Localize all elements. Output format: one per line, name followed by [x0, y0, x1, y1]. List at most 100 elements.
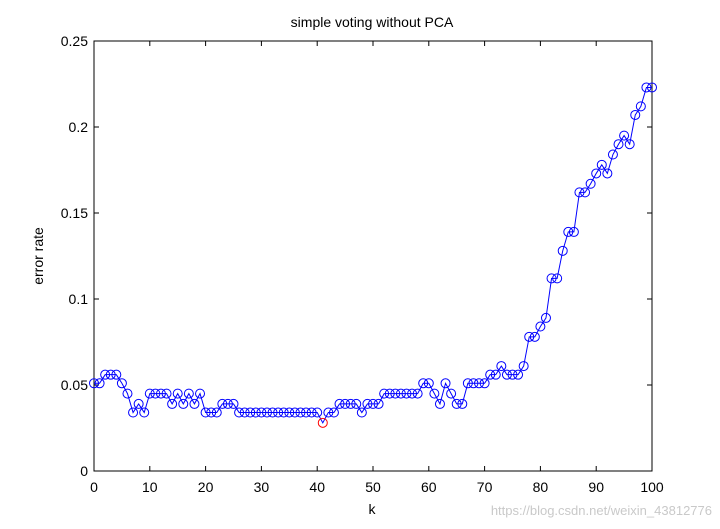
y-tick-label: 0.15: [61, 205, 88, 221]
data-point: [323, 407, 334, 418]
x-tick-label: 70: [477, 479, 493, 495]
data-point: [535, 321, 546, 332]
data-point: [189, 398, 200, 409]
data-point: [144, 388, 155, 399]
data-point: [306, 407, 317, 418]
data-point: [647, 82, 657, 93]
data-point: [457, 398, 468, 409]
data-point: [128, 407, 139, 418]
data-point: [607, 149, 618, 160]
data-point: [222, 398, 233, 409]
data-point: [161, 388, 172, 399]
data-point: [217, 398, 228, 409]
data-point: [591, 168, 602, 179]
x-tick-label: 30: [254, 479, 270, 495]
data-point: [155, 388, 166, 399]
x-tick-label: 90: [588, 479, 604, 495]
data-point: [261, 407, 272, 418]
data-point: [434, 398, 445, 409]
data-point: [273, 407, 284, 418]
data-point: [496, 361, 507, 372]
data-point: [468, 378, 479, 389]
data-point: [356, 407, 367, 418]
data-point: [256, 407, 267, 418]
x-axis-label: k: [369, 501, 377, 517]
data-point: [507, 369, 518, 380]
series-line: [94, 86, 652, 424]
data-point: [200, 407, 211, 418]
y-tick-label: 0.05: [61, 377, 88, 393]
data-point: [462, 378, 473, 389]
data-point: [100, 369, 111, 380]
data-point: [540, 312, 551, 323]
data-point: [94, 378, 105, 389]
data-point: [451, 398, 462, 409]
data-point: [340, 398, 351, 409]
data-point: [116, 378, 127, 389]
data-point: [563, 226, 574, 237]
x-tick-label: 100: [640, 479, 664, 495]
data-point: [211, 407, 222, 418]
data-point: [178, 398, 189, 409]
data-point: [479, 378, 490, 389]
data-point: [239, 407, 250, 418]
data-point: [250, 407, 261, 418]
data-point: [580, 187, 591, 198]
x-tick-label: 10: [142, 479, 158, 495]
data-point: [412, 388, 423, 399]
plot-border: [93, 40, 653, 472]
data-point: [228, 398, 239, 409]
y-tick-label: 0.25: [61, 33, 88, 49]
data-point: [384, 388, 395, 399]
data-point: [568, 226, 579, 237]
y-tick-label: 0.1: [69, 291, 89, 307]
data-point: [440, 378, 451, 389]
data-point: [122, 388, 133, 399]
y-axis: 0 0.05 0.1 0.15 0.2 0.25: [61, 33, 652, 479]
x-tick-label: 80: [533, 479, 549, 495]
data-point: [602, 168, 613, 179]
data-point: [546, 273, 557, 284]
data-point: [362, 398, 373, 409]
x-tick-label: 40: [309, 479, 325, 495]
x-tick-label: 20: [198, 479, 214, 495]
data-series: [89, 82, 657, 428]
data-point: [195, 388, 206, 399]
data-point: [278, 407, 289, 418]
data-point: [167, 398, 178, 409]
data-point: [89, 378, 99, 389]
data-point: [624, 139, 635, 150]
data-point: [172, 388, 183, 399]
plot-frame: [93, 40, 653, 472]
data-point: [641, 82, 652, 93]
data-point: [328, 407, 339, 418]
data-point: [630, 109, 641, 120]
data-point: [613, 139, 624, 150]
data-point: [619, 130, 630, 141]
watermark-text: https://blog.csdn.net/weixin_43812776: [490, 503, 712, 518]
data-point: [390, 388, 401, 399]
data-point: [111, 369, 122, 380]
data-point: [334, 398, 345, 409]
data-point: [596, 159, 607, 170]
data-point: [351, 398, 362, 409]
x-axis: 0 10 20 30 40 50 60 70 80 90 100: [90, 41, 664, 495]
data-point: [395, 388, 406, 399]
data-point: [295, 407, 306, 418]
data-point: [183, 388, 194, 399]
x-tick-label: 0: [90, 479, 98, 495]
data-point: [429, 388, 440, 399]
data-point: [345, 398, 356, 409]
data-point: [312, 407, 323, 418]
data-point: [379, 388, 390, 399]
data-point: [407, 388, 418, 399]
data-point: [501, 369, 512, 380]
data-point: [557, 245, 568, 256]
data-point: [150, 388, 161, 399]
data-point: [133, 398, 144, 409]
data-point: [234, 407, 245, 418]
y-tick-label: 0: [80, 463, 88, 479]
data-point: [105, 369, 116, 380]
data-point: [284, 407, 295, 418]
